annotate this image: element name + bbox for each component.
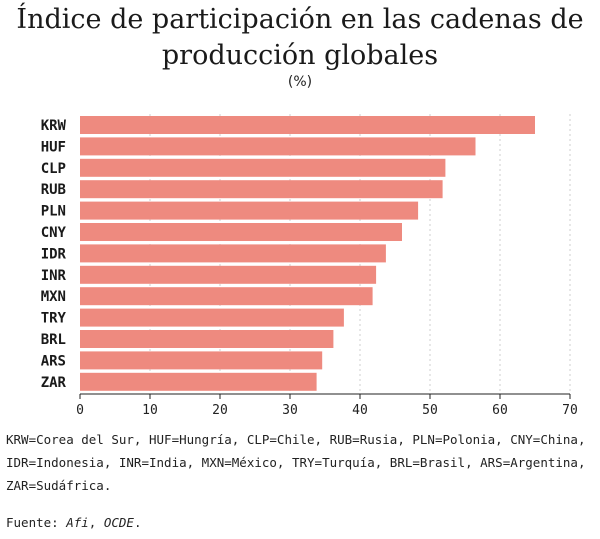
bars	[80, 116, 535, 391]
x-tick-label-30: 30	[282, 403, 298, 418]
x-tick-label-60: 60	[492, 403, 508, 418]
category-label-idr: IDR	[41, 246, 67, 262]
category-label-huf: HUF	[41, 139, 66, 155]
x-tick-label-40: 40	[352, 403, 368, 418]
source-prefix: Fuente:	[6, 515, 67, 530]
bar-try	[80, 308, 344, 327]
category-label-pln: PLN	[41, 204, 66, 220]
source-note: Fuente: Afi, OCDE.	[6, 515, 142, 530]
bar-brl	[80, 330, 334, 348]
source-ocde: OCDE	[103, 515, 134, 530]
x-tick-label-10: 10	[142, 403, 158, 418]
category-label-cny: CNY	[41, 225, 67, 241]
bar-ars	[80, 351, 323, 370]
category-label-clp: CLP	[41, 161, 66, 177]
x-tick-labels: 0 10 20 30 40 50 60 70	[76, 394, 578, 418]
bar-inr	[80, 265, 377, 284]
x-tick-label-50: 50	[422, 403, 438, 418]
footnote-legend: KRW=Corea del Sur, HUF=Hungría, CLP=Chil…	[6, 432, 586, 493]
category-label-krw: KRW	[41, 118, 67, 134]
bar-chart: KRWHUFCLPRUBPLNCNYIDRINRMXNTRYBRLARSZAR …	[41, 114, 578, 418]
category-label-brl: BRL	[41, 332, 66, 348]
x-tick-label-20: 20	[212, 403, 228, 418]
bar-mxn	[80, 287, 373, 306]
bar-huf	[80, 137, 476, 156]
bar-pln	[80, 201, 419, 220]
category-labels: KRW HUF CLP RUB PLN CNY IDR INR MXN TRY BRL ARS ZAR	[41, 118, 67, 391]
category-label-inr: INR	[41, 268, 67, 284]
category-label-mxn: MXN	[41, 289, 66, 305]
bar-clp	[80, 158, 446, 177]
bar-idr	[80, 244, 386, 263]
x-tick-label-70: 70	[562, 403, 578, 418]
category-label-ars: ARS	[41, 353, 66, 369]
source-sep: ,	[88, 515, 104, 530]
source-afi: Afi	[66, 515, 89, 530]
chart-subtitle: (%)	[287, 74, 313, 90]
bar-cny	[80, 223, 402, 241]
chart-title: Índice de participación en las cadenas d…	[16, 4, 584, 71]
category-label-try: TRY	[41, 311, 67, 327]
bar-rub	[80, 180, 443, 199]
category-label-rub: RUB	[41, 182, 66, 198]
category-label-zar: ZAR	[41, 375, 67, 391]
bar-zar	[80, 372, 317, 391]
x-tick-label-0: 0	[76, 403, 84, 418]
bar-krw	[80, 116, 535, 134]
source-end: .	[133, 515, 142, 530]
